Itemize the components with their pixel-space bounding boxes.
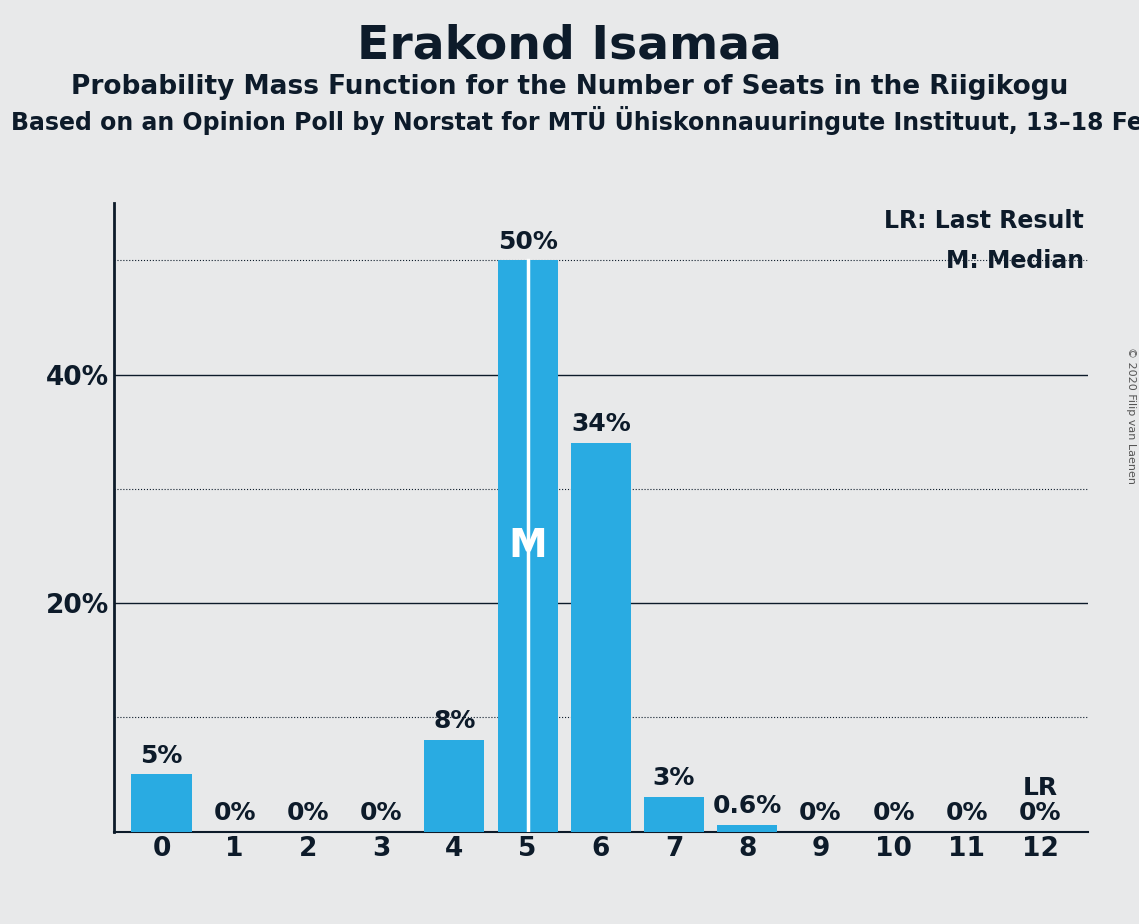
Text: 0%: 0% (800, 801, 842, 825)
Text: Erakond Isamaa: Erakond Isamaa (357, 23, 782, 68)
Text: 3%: 3% (653, 767, 695, 790)
Text: LR: Last Result: LR: Last Result (884, 209, 1084, 233)
Text: Based on an Opinion Poll by Norstat for MTÜ Ühiskonnauuringute Instituut, 13–18 : Based on an Opinion Poll by Norstat for … (11, 106, 1139, 135)
Text: 0%: 0% (872, 801, 915, 825)
Bar (425, 740, 484, 832)
Text: 34%: 34% (571, 412, 631, 436)
Text: M: Median: M: Median (947, 249, 1084, 273)
Text: 0.6%: 0.6% (713, 794, 781, 818)
Text: 5%: 5% (140, 744, 182, 768)
Text: Probability Mass Function for the Number of Seats in the Riigikogu: Probability Mass Function for the Number… (71, 74, 1068, 100)
Text: 0%: 0% (1019, 801, 1062, 825)
Bar (644, 797, 704, 832)
Text: 0%: 0% (213, 801, 256, 825)
Bar (131, 774, 191, 832)
Text: 8%: 8% (433, 710, 476, 734)
Bar (498, 261, 558, 832)
Bar (571, 444, 631, 832)
Text: 0%: 0% (287, 801, 329, 825)
Text: 0%: 0% (945, 801, 989, 825)
Text: M: M (508, 527, 547, 565)
Text: 50%: 50% (498, 229, 557, 253)
Text: © 2020 Filip van Laenen: © 2020 Filip van Laenen (1126, 347, 1136, 484)
Text: LR: LR (1023, 775, 1058, 799)
Text: 0%: 0% (360, 801, 402, 825)
Bar (718, 825, 777, 832)
